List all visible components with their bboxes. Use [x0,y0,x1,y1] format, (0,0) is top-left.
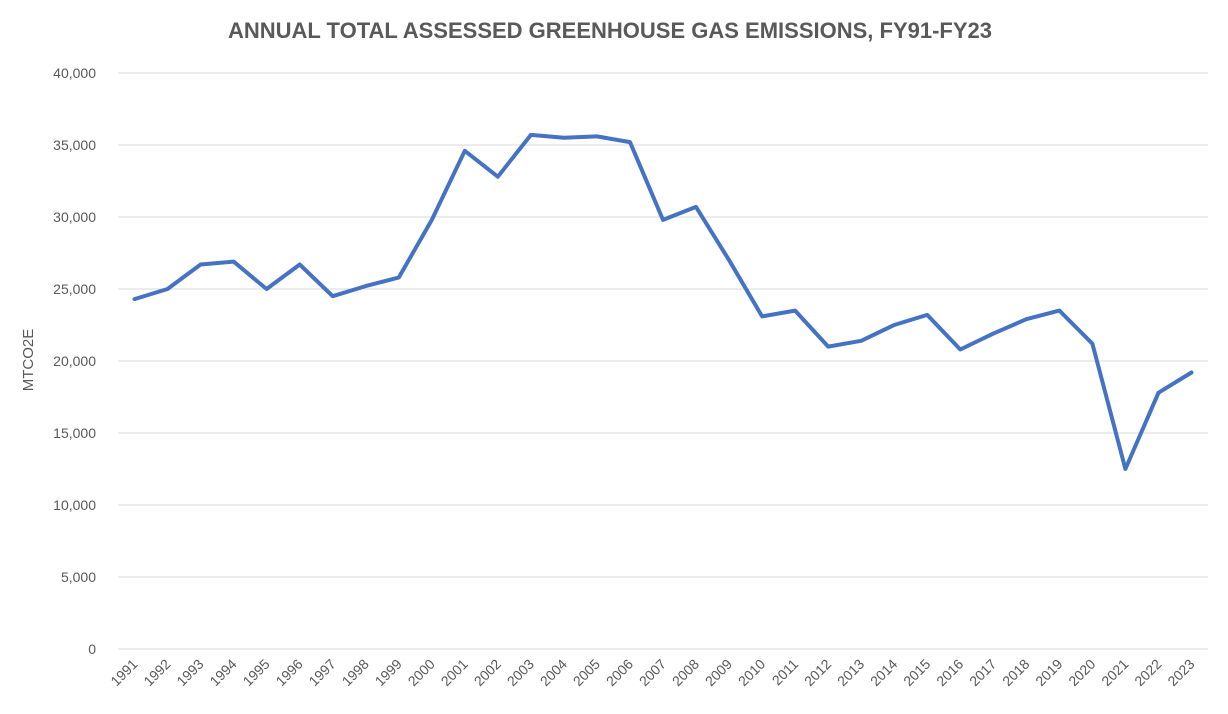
series-line [132,132,1194,471]
data-point [859,339,863,343]
data-point [166,287,170,291]
data-point [727,258,731,262]
x-tick-label: 1994 [206,656,239,689]
y-axis-ticks: 0 5,000 10,000 15,000 20,000 25,000 30,000 35,0… [53,65,96,657]
data-point [265,287,269,291]
data-point [793,309,797,313]
data-point [529,133,533,137]
data-point [199,263,203,267]
y-tick-label: 35,000 [53,137,96,153]
data-point [595,134,599,138]
data-point [1156,391,1160,395]
data-point [892,323,896,327]
x-tick-label: 2003 [504,656,537,689]
x-tick-label: 2016 [933,656,966,689]
x-tick-label: 2019 [1032,656,1065,689]
x-tick-label: 1998 [339,656,372,689]
data-point [628,140,632,144]
data-point [1024,317,1028,321]
x-tick-label: 1993 [173,656,206,689]
x-tick-label: 1996 [272,656,305,689]
data-point [1057,309,1061,313]
x-tick-label: 2002 [471,656,504,689]
data-point [562,136,566,140]
x-tick-label: 2023 [1164,656,1197,689]
chart-title: ANNUAL TOTAL ASSESSED GREENHOUSE GAS EMI… [228,18,992,43]
y-tick-label: 40,000 [53,65,96,81]
data-point [925,313,929,317]
x-tick-label: 2001 [438,656,471,689]
gridlines [118,72,1208,650]
data-point [1123,467,1127,471]
y-tick-label: 10,000 [53,497,96,513]
data-point [298,263,302,267]
data-point [331,294,335,298]
data-point [760,314,764,318]
y-tick-label: 20,000 [53,353,96,369]
x-tick-label: 2022 [1131,656,1164,689]
y-tick-label: 30,000 [53,209,96,225]
y-axis-label: MTCO2E [20,329,37,392]
x-tick-label: 2008 [669,656,702,689]
x-tick-label: 2000 [405,656,438,689]
x-tick-label: 2013 [834,656,867,689]
data-point [232,260,236,264]
x-tick-label: 2020 [1065,656,1098,689]
x-axis-ticks: 1991 1992 1993 1994 1995 1996 1997 1998 1999 2000… [107,656,1197,689]
data-point [430,218,434,222]
x-tick-label: 2015 [900,656,933,689]
x-tick-label: 2004 [537,656,570,689]
data-point [826,345,830,349]
x-tick-label: 2006 [603,656,636,689]
y-tick-label: 0 [88,641,96,657]
x-tick-label: 2014 [867,656,900,689]
data-point [133,297,137,301]
y-tick-label: 5,000 [61,569,96,585]
x-tick-label: 2009 [702,656,735,689]
x-tick-label: 2011 [769,656,802,689]
x-tick-label: 2005 [570,656,603,689]
data-point [694,205,698,209]
x-tick-label: 2018 [999,656,1032,689]
y-tick-label: 25,000 [53,281,96,297]
data-point [496,175,500,179]
x-tick-label: 1991 [107,656,140,689]
y-tick-label: 15,000 [53,425,96,441]
x-tick-label: 1995 [239,656,272,689]
x-tick-label: 1999 [372,656,405,689]
x-tick-label: 2017 [966,656,999,689]
x-tick-label: 2012 [801,656,834,689]
data-point [1189,371,1193,375]
data-point [463,149,467,153]
data-point [364,284,368,288]
x-tick-label: 2010 [735,656,768,689]
data-point [661,218,665,222]
data-point [991,332,995,336]
x-tick-label: 2007 [636,656,669,689]
data-point [958,347,962,351]
data-point [1090,342,1094,346]
series-group [132,132,1194,471]
x-tick-label: 1992 [140,656,173,689]
data-point [397,275,401,279]
x-tick-label: 1997 [305,656,338,689]
x-tick-label: 2021 [1098,656,1131,689]
